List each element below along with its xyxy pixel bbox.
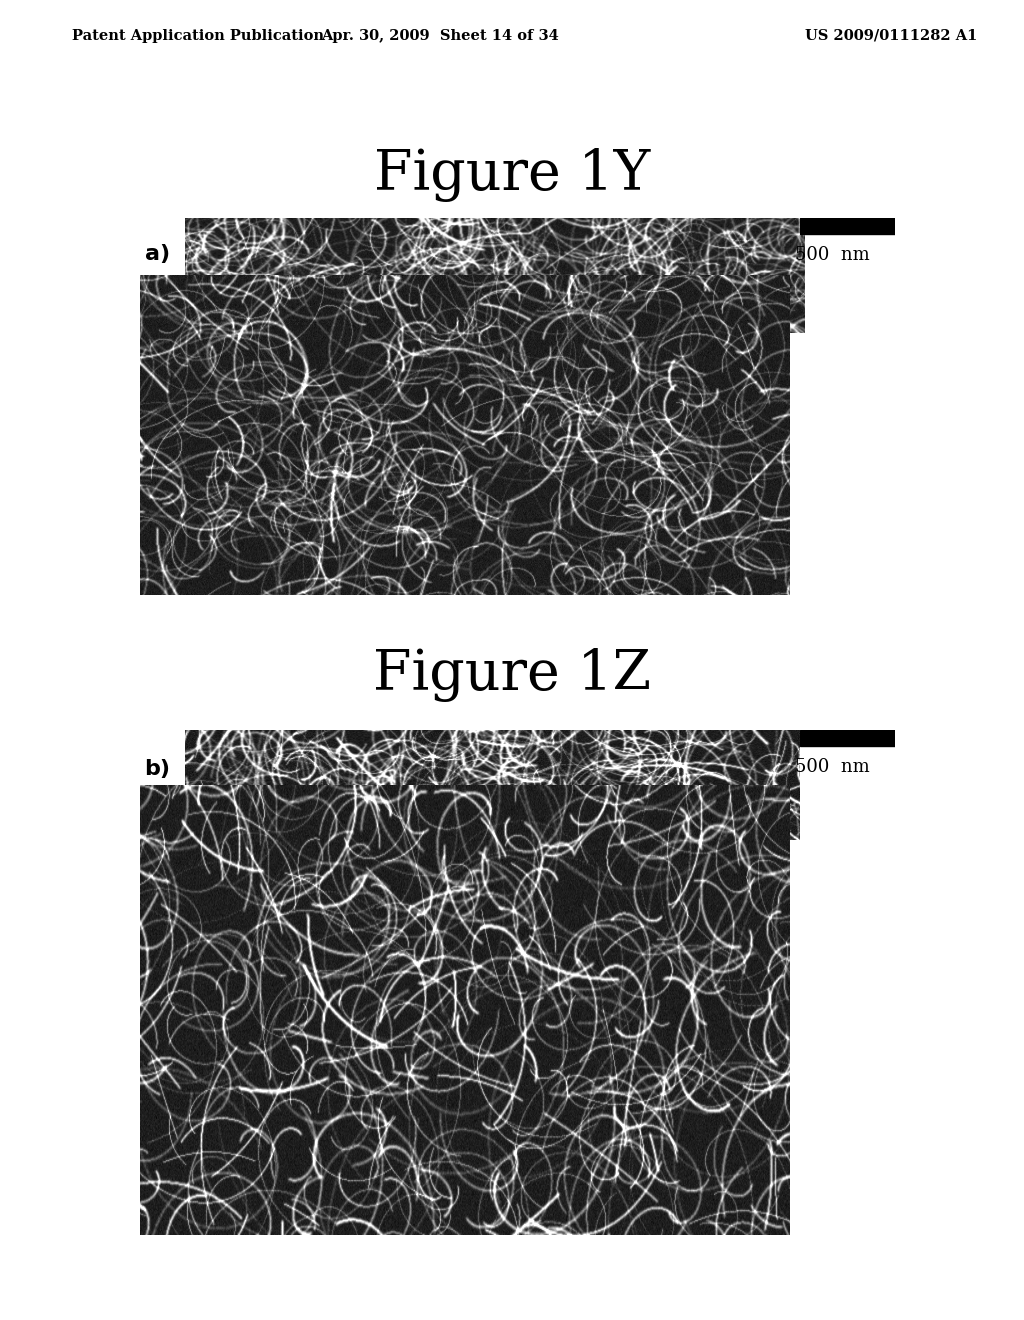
Text: Patent Application Publication: Patent Application Publication xyxy=(72,29,324,42)
Text: 500  nm: 500 nm xyxy=(795,758,869,776)
Text: a): a) xyxy=(144,244,170,264)
Text: b): b) xyxy=(144,759,170,779)
Text: 500  nm: 500 nm xyxy=(795,246,869,264)
Text: Figure 1Y: Figure 1Y xyxy=(374,148,650,202)
Text: US 2009/0111282 A1: US 2009/0111282 A1 xyxy=(805,29,977,42)
Text: Figure 1Z: Figure 1Z xyxy=(373,648,651,702)
Text: Apr. 30, 2009  Sheet 14 of 34: Apr. 30, 2009 Sheet 14 of 34 xyxy=(322,29,559,42)
